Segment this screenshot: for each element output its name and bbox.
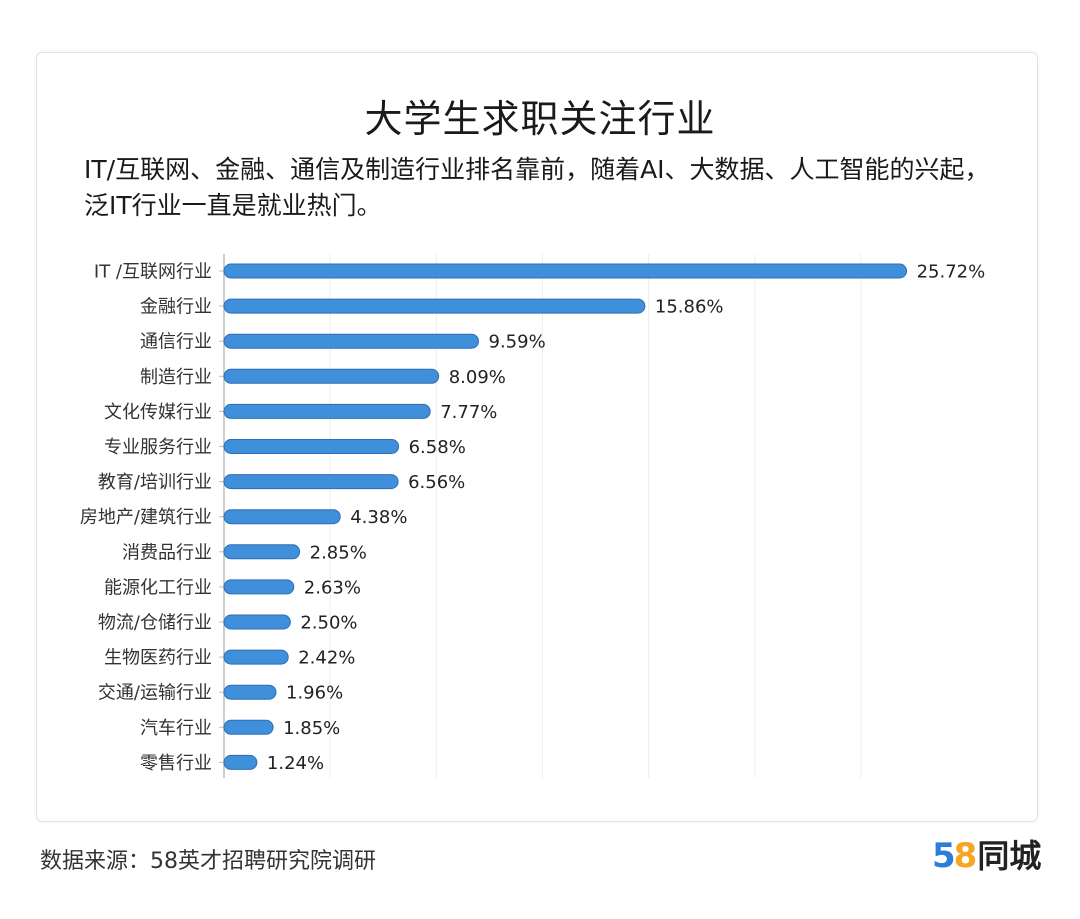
bar bbox=[223, 474, 399, 490]
logo-text: 同城 bbox=[977, 837, 1042, 875]
bar bbox=[223, 719, 274, 735]
bar bbox=[223, 579, 295, 595]
value-label: 2.63% bbox=[304, 577, 361, 598]
logo-digit-1: 5 bbox=[932, 836, 956, 876]
bar bbox=[223, 333, 480, 349]
category-label: 房地产/建筑行业 bbox=[80, 507, 212, 528]
chart-title: 大学生求职关注行业 bbox=[364, 97, 716, 141]
value-label: 1.24% bbox=[267, 753, 324, 774]
value-label: 7.77% bbox=[440, 402, 497, 423]
category-label: 专业服务行业 bbox=[104, 437, 212, 458]
value-label: 1.96% bbox=[286, 683, 343, 704]
category-label: 零售行业 bbox=[140, 753, 212, 774]
bar bbox=[223, 649, 289, 665]
value-label: 6.58% bbox=[409, 437, 466, 458]
category-label: 生物医药行业 bbox=[104, 648, 212, 669]
data-source-note: 数据来源：58英才招聘研究院调研 bbox=[40, 849, 376, 874]
category-label: 文化传媒行业 bbox=[104, 402, 212, 423]
value-label: 8.09% bbox=[449, 367, 506, 388]
category-label: 金融行业 bbox=[140, 297, 212, 318]
category-label: 交通/运输行业 bbox=[98, 683, 212, 704]
category-label: 汽车行业 bbox=[140, 718, 212, 739]
bar bbox=[223, 614, 291, 630]
value-label: 2.85% bbox=[310, 542, 367, 563]
bar bbox=[223, 298, 646, 314]
logo-number: 58 bbox=[932, 836, 978, 876]
category-label: 物流/仓储行业 bbox=[98, 613, 212, 634]
bar bbox=[223, 403, 431, 419]
bar bbox=[223, 509, 341, 525]
category-label: IT /互联网行业 bbox=[94, 262, 212, 283]
value-label: 2.42% bbox=[298, 648, 355, 669]
bar bbox=[223, 754, 258, 770]
58-tongcheng-logo: 58 同城 bbox=[932, 836, 1041, 876]
category-label: 能源化工行业 bbox=[104, 577, 212, 598]
category-label: 消费品行业 bbox=[122, 542, 212, 563]
value-label: 9.59% bbox=[489, 332, 546, 353]
value-label: 2.50% bbox=[300, 613, 357, 634]
chart-subtitle: IT/互联网、金融、通信及制造行业排名靠前，随着AI、大数据、人工智能的兴起，泛… bbox=[84, 155, 990, 220]
bar bbox=[223, 544, 301, 560]
category-label: 教育/培训行业 bbox=[98, 472, 212, 493]
value-label: 15.86% bbox=[655, 297, 724, 318]
bar bbox=[223, 684, 277, 700]
value-label: 6.56% bbox=[408, 472, 465, 493]
logo-digit-2: 8 bbox=[953, 836, 978, 876]
category-label: 通信行业 bbox=[140, 332, 212, 353]
value-label: 25.72% bbox=[917, 262, 986, 283]
value-label: 1.85% bbox=[283, 718, 340, 739]
bar bbox=[223, 263, 908, 279]
value-label: 4.38% bbox=[350, 507, 407, 528]
chart-card bbox=[36, 52, 1038, 822]
bar bbox=[223, 439, 400, 454]
category-label: 制造行业 bbox=[140, 367, 212, 388]
bar bbox=[223, 368, 440, 384]
